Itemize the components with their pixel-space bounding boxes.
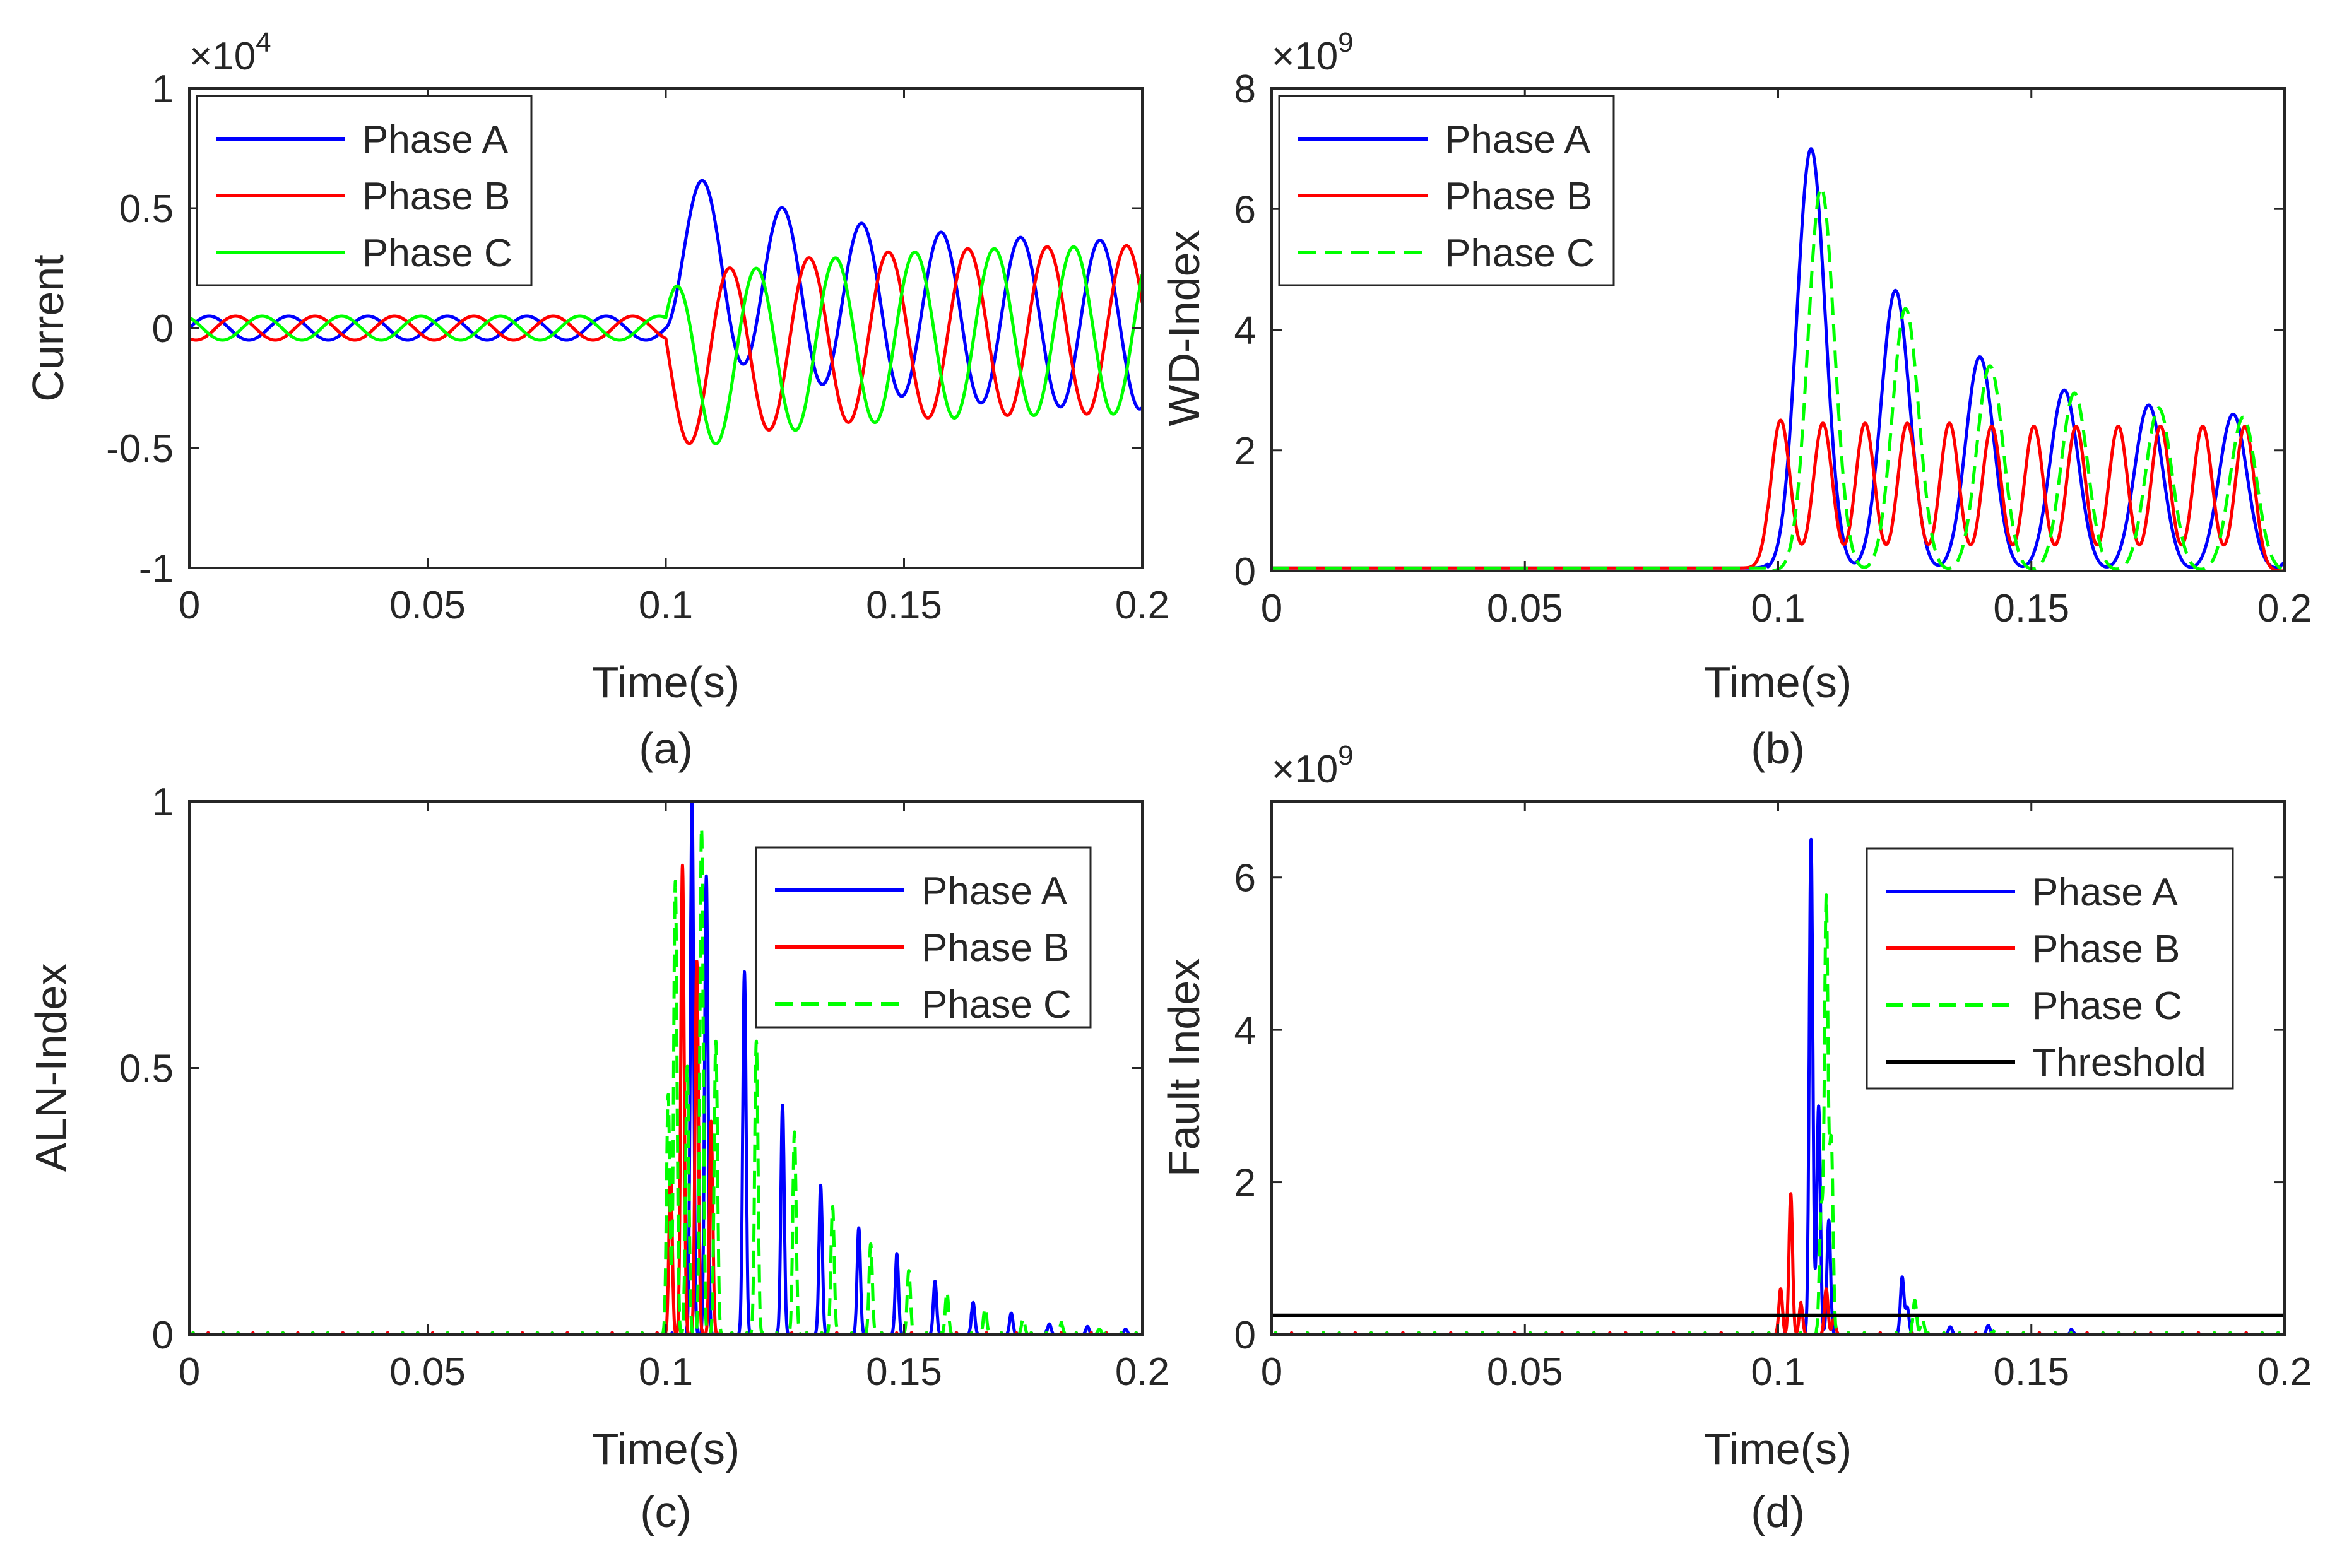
- y-tick-label: 2: [1234, 430, 1256, 473]
- legend-b: Phase A Phase B Phase C: [1278, 95, 1615, 286]
- panel-caption-d: (d): [1751, 1487, 1805, 1536]
- x-tick-label: 0.2: [2257, 587, 2312, 630]
- x-axis-label-d: Time(s): [1704, 1424, 1852, 1473]
- x-tick-label: 0.15: [1993, 1350, 2069, 1394]
- y-tick-label: 1: [152, 68, 174, 111]
- x-axis-label-b: Time(s): [1704, 657, 1852, 707]
- x-tick-label: 0: [1261, 587, 1282, 630]
- y-axis-label-a: Current: [23, 254, 73, 401]
- y-tick-label: 8: [1234, 68, 1256, 111]
- legend-label: Phase C: [921, 983, 1072, 1027]
- x-tick-label: 0.1: [639, 1350, 693, 1394]
- legend-label: Threshold: [2032, 1041, 2206, 1085]
- legend-label: Phase B: [1445, 175, 1592, 218]
- y-tick-label: 6: [1234, 188, 1256, 232]
- y-tick-label: 1: [152, 781, 174, 824]
- x-tick-label: 0.1: [1751, 1350, 1805, 1394]
- legend-box-c: [755, 846, 1092, 1029]
- ticks-b: 0 0.05 0.1 0.15 0.2 0 2 4 6 8: [1234, 68, 2312, 630]
- series-line-phase-b: [1272, 1192, 2285, 1335]
- ticks-d: 0 0.05 0.1 0.15 0.2 0 2 4 6: [1234, 801, 2312, 1394]
- y-tick-label: 0: [152, 1314, 174, 1357]
- legend-label: Phase A: [2032, 871, 2179, 914]
- panel-c: 0 0.05 0.1 0.15 0.2 0 0.5 1 Time(s) ALN-Index (…: [27, 781, 1169, 1536]
- y-tick-label: 0: [1234, 1314, 1256, 1357]
- y-tick-label: 4: [1234, 309, 1256, 353]
- exponent-power-b: 9: [1338, 27, 1353, 58]
- x-tick-label: 0: [179, 1350, 200, 1394]
- exponent-label-d: ×109: [1272, 740, 1354, 791]
- exponent-power-d: 9: [1338, 740, 1353, 771]
- y-tick-label: 0: [152, 307, 174, 351]
- y-tick-label: -1: [139, 547, 174, 591]
- x-tick-label: 0.05: [1487, 1350, 1563, 1394]
- legend-label: Phase A: [1445, 118, 1591, 162]
- series-line-phase-b: [189, 244, 1142, 445]
- series-group-a: [189, 179, 1142, 445]
- x-tick-label: 0: [179, 584, 200, 627]
- x-tick-label: 0.05: [389, 1350, 466, 1394]
- legend-d: Phase A Phase B Phase C Threshold: [1866, 847, 2234, 1090]
- legend-label: Phase C: [362, 232, 512, 275]
- y-axis-label-d: Fault Index: [1159, 958, 1209, 1177]
- exponent-label-a: ×104: [189, 27, 271, 78]
- x-axis-label-a: Time(s): [592, 657, 740, 707]
- y-tick-label: 4: [1234, 1009, 1256, 1052]
- panel-caption-a: (a): [639, 724, 693, 773]
- x-tick-label: 0.2: [1115, 584, 1169, 627]
- legend-label: Phase A: [362, 118, 509, 162]
- legend-label: Phase B: [2032, 928, 2180, 971]
- legend-label: Phase C: [2032, 984, 2182, 1028]
- ticks-c: 0 0.05 0.1 0.15 0.2 0 0.5 1: [119, 781, 1169, 1394]
- panel-a: 0 0.05 0.1 0.15 0.2-1-0.500.51 ×104 Time(s) …: [23, 27, 1169, 773]
- y-tick-label: 0: [1234, 550, 1256, 594]
- x-tick-label: 0.1: [639, 584, 693, 627]
- legend-label: Phase A: [921, 869, 1068, 913]
- x-tick-label: 0.05: [1487, 587, 1563, 630]
- legend-box-d: [1866, 847, 2234, 1090]
- x-tick-label: 0.05: [389, 584, 466, 627]
- panel-caption-c: (c): [640, 1487, 692, 1536]
- x-tick-label: 0.2: [2257, 1350, 2312, 1394]
- y-axis-label-b: WD-Index: [1159, 230, 1209, 426]
- x-tick-label: 0.2: [1115, 1350, 1169, 1394]
- y-tick-label: 0.5: [119, 187, 174, 231]
- exponent-power-a: 4: [256, 27, 271, 58]
- y-tick-label: 2: [1234, 1162, 1256, 1205]
- series-line-phase-c: [189, 245, 1142, 445]
- y-tick-label: 0.5: [119, 1047, 174, 1091]
- x-tick-label: 0.15: [866, 1350, 942, 1394]
- series-line-phase-a: [189, 179, 1142, 411]
- y-tick-label: 6: [1234, 857, 1256, 900]
- y-tick-label: -0.5: [106, 427, 174, 471]
- legend-label: Phase B: [921, 926, 1069, 970]
- series-group-d: [1272, 837, 2285, 1335]
- x-tick-label: 0.15: [866, 584, 942, 627]
- legend-label: Phase C: [1445, 232, 1595, 275]
- panel-d: 0 0.05 0.1 0.15 0.2 0 2 4 6 ×109 Time(s) Fault I…: [1159, 740, 2312, 1536]
- x-axis-label-c: Time(s): [592, 1424, 740, 1473]
- x-tick-label: 0: [1261, 1350, 1282, 1394]
- legend-a: Phase A Phase B Phase C: [196, 95, 533, 286]
- legend-c: Phase A Phase B Phase C: [755, 846, 1092, 1029]
- y-axis-label-c: ALN-Index: [27, 964, 76, 1172]
- series-line-phase-c: [189, 826, 1142, 1335]
- legend-label: Phase B: [362, 175, 510, 218]
- panel-caption-b: (b): [1751, 724, 1805, 773]
- exponent-label-b: ×109: [1272, 27, 1354, 78]
- ticks-a: 0 0.05 0.1 0.15 0.2 -1 -0.5 0 0.5 1: [106, 68, 1169, 627]
- x-tick-label: 0.15: [1993, 587, 2069, 630]
- x-tick-label: 0.1: [1751, 587, 1805, 630]
- panel-b: 0 0.05 0.1 0.15 0.2 0 2 4 6 8 ×109 Time(s) WD-Ind…: [1159, 27, 2312, 773]
